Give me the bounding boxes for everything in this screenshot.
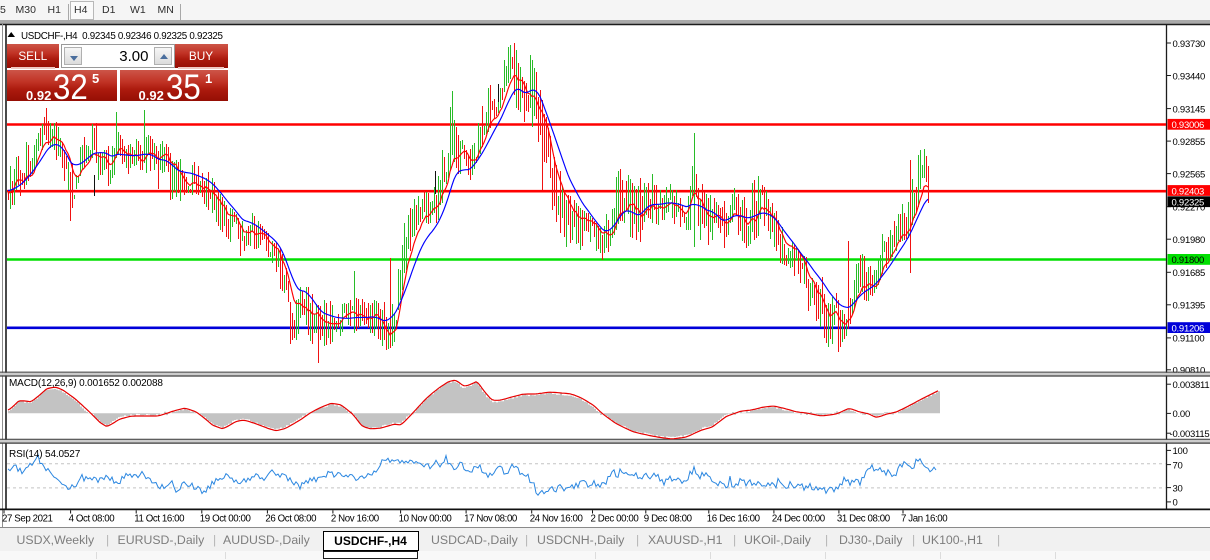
svg-text:0.91685: 0.91685 [1173, 268, 1206, 279]
svg-text:USDCHF-,H4 0.92345 0.92346 0.: USDCHF-,H4 0.92345 0.92346 0.92325 0.923… [21, 31, 224, 42]
svg-text:0.91980: 0.91980 [1173, 235, 1206, 246]
svg-text:70: 70 [1173, 460, 1183, 471]
svg-text:0.92325: 0.92325 [1172, 198, 1205, 209]
svg-text:31 Dec 08:00: 31 Dec 08:00 [837, 514, 891, 525]
svg-text:24 Nov 16:00: 24 Nov 16:00 [530, 514, 584, 525]
svg-text:24 Dec 00:00: 24 Dec 00:00 [772, 514, 826, 525]
svg-text:9 Dec 08:00: 9 Dec 08:00 [644, 514, 693, 525]
svg-text:0.91206: 0.91206 [1172, 323, 1205, 334]
svg-text:0.92403: 0.92403 [1172, 186, 1205, 197]
svg-text:10 Nov 00:00: 10 Nov 00:00 [399, 514, 453, 525]
svg-text:-0.003115: -0.003115 [1170, 429, 1210, 440]
svg-text:MACD(12,26,9) 0.001652 0.00208: MACD(12,26,9) 0.001652 0.002088 [9, 378, 163, 389]
svg-text:2 Dec 00:00: 2 Dec 00:00 [591, 514, 640, 525]
svg-text:0.91395: 0.91395 [1173, 301, 1206, 312]
svg-text:RSI(14) 54.0527: RSI(14) 54.0527 [9, 449, 81, 460]
svg-text:27 Sep 2021: 27 Sep 2021 [2, 514, 53, 525]
svg-text:19 Oct 00:00: 19 Oct 00:00 [200, 514, 252, 525]
svg-text:0.93730: 0.93730 [1173, 39, 1206, 50]
svg-text:2 Nov 16:00: 2 Nov 16:00 [331, 514, 380, 525]
svg-text:0.90810: 0.90810 [1173, 366, 1206, 377]
svg-text:0.91100: 0.91100 [1173, 334, 1205, 345]
svg-text:0.00: 0.00 [1173, 409, 1191, 420]
svg-text:17 Nov 08:00: 17 Nov 08:00 [464, 514, 518, 525]
svg-text:4 Oct 08:00: 4 Oct 08:00 [69, 514, 116, 525]
svg-text:26 Oct 08:00: 26 Oct 08:00 [265, 514, 317, 525]
svg-text:11 Oct 16:00: 11 Oct 16:00 [134, 514, 185, 525]
svg-text:16 Dec 16:00: 16 Dec 16:00 [707, 514, 761, 525]
svg-text:0.003811: 0.003811 [1173, 380, 1210, 391]
svg-text:0.93006: 0.93006 [1172, 120, 1205, 131]
svg-text:100: 100 [1173, 446, 1188, 457]
svg-text:0.93145: 0.93145 [1173, 104, 1206, 115]
svg-text:0.92855: 0.92855 [1173, 137, 1206, 148]
svg-text:0: 0 [1173, 498, 1178, 509]
svg-text:30: 30 [1173, 483, 1183, 494]
svg-text:7 Jan 16:00: 7 Jan 16:00 [901, 514, 948, 525]
svg-text:0.91800: 0.91800 [1172, 255, 1205, 266]
svg-text:0.93440: 0.93440 [1173, 71, 1206, 82]
svg-text:0.92270: 0.92270 [1173, 203, 1206, 214]
svg-text:0.92565: 0.92565 [1173, 169, 1206, 180]
